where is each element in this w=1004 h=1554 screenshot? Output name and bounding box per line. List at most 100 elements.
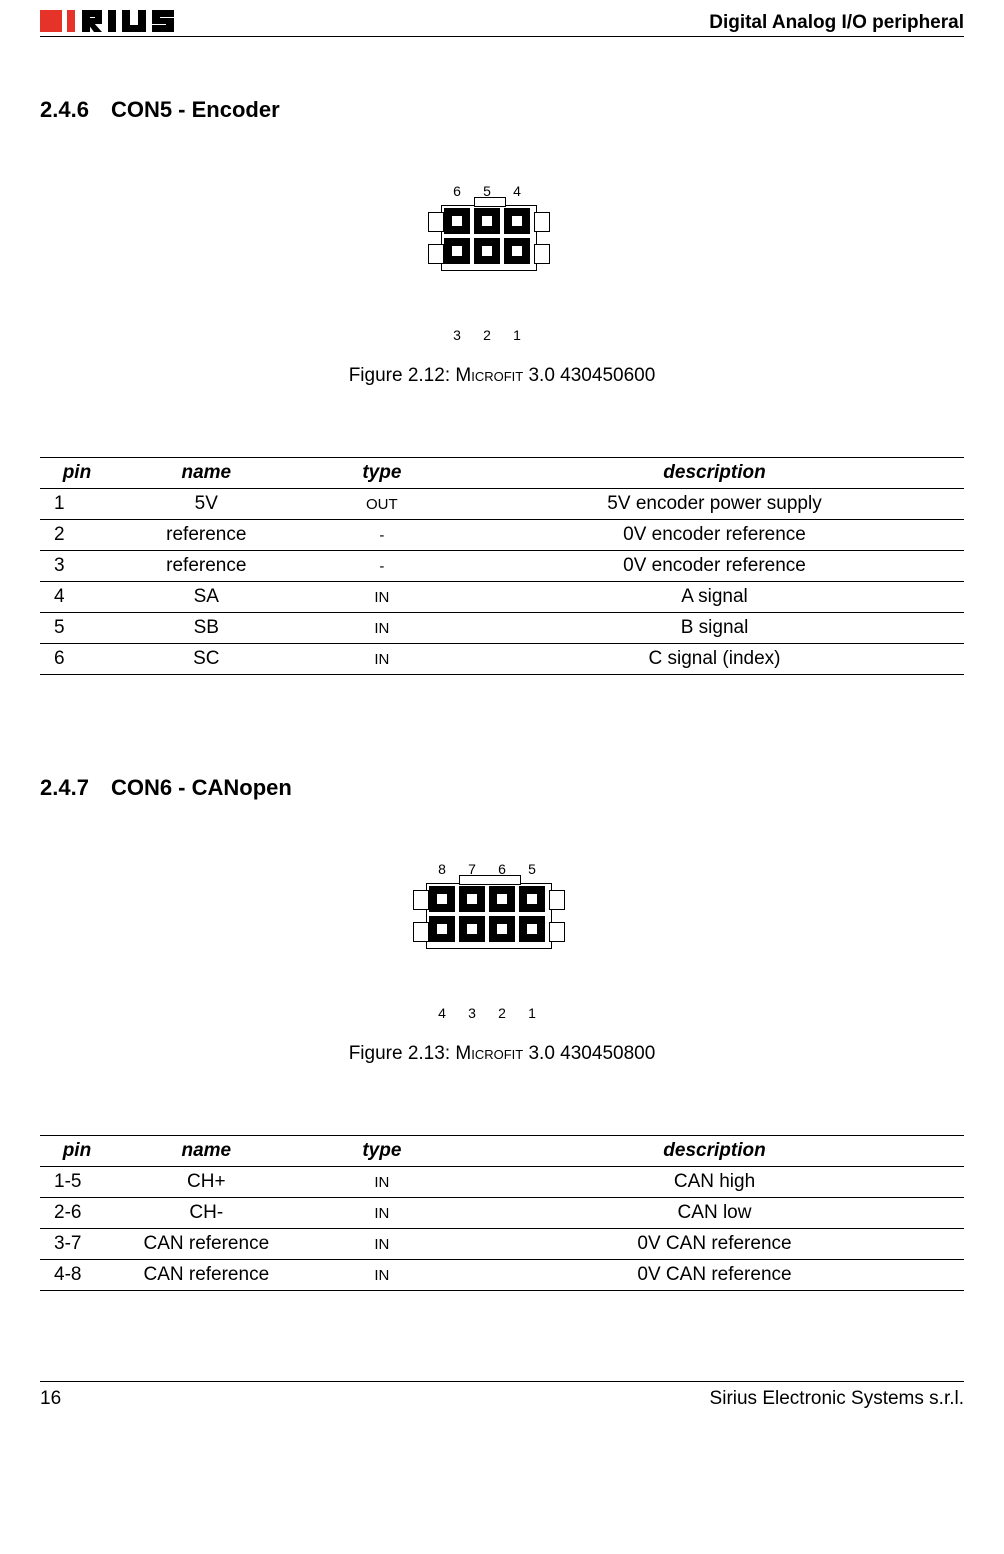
pin-label: 2 bbox=[477, 327, 497, 343]
connector-pin bbox=[474, 238, 500, 264]
cell-pin: 3 bbox=[40, 551, 114, 582]
cell-pin: 4 bbox=[40, 582, 114, 613]
cell-type: IN bbox=[299, 1198, 465, 1229]
connector-pin bbox=[474, 208, 500, 234]
cell-desc: CAN low bbox=[465, 1198, 964, 1229]
table-row: 2reference-0V encoder reference bbox=[40, 520, 964, 551]
th-type: type bbox=[299, 458, 465, 489]
cell-pin: 5 bbox=[40, 613, 114, 644]
section-title: CON5 - Encoder bbox=[111, 97, 280, 122]
connector-pin bbox=[429, 886, 455, 912]
cell-desc: B signal bbox=[465, 613, 964, 644]
page-header: Digital Analog I/O peripheral bbox=[40, 0, 964, 37]
table-row: 6SCINC signal (index) bbox=[40, 644, 964, 675]
cell-type: IN bbox=[299, 1167, 465, 1198]
cell-pin: 3-7 bbox=[40, 1229, 114, 1260]
cell-type: - bbox=[299, 520, 465, 551]
th-type: type bbox=[299, 1136, 465, 1167]
pin-table-encoder: pin name type description 15VOUT5V encod… bbox=[40, 457, 964, 675]
pin-label: 3 bbox=[462, 1005, 482, 1021]
cell-type: IN bbox=[299, 582, 465, 613]
pin-label: 5 bbox=[477, 183, 497, 199]
cell-name: CH- bbox=[114, 1198, 299, 1229]
connector-pin bbox=[489, 916, 515, 942]
page-footer: 16 Sirius Electronic Systems s.r.l. bbox=[40, 1381, 964, 1410]
pin-label: 7 bbox=[462, 861, 482, 877]
connector-pin bbox=[519, 916, 545, 942]
header-title: Digital Analog I/O peripheral bbox=[709, 12, 964, 36]
cell-desc: 0V CAN reference bbox=[465, 1229, 964, 1260]
connector-pin bbox=[519, 886, 545, 912]
table-row: 4-8CAN referenceIN0V CAN reference bbox=[40, 1260, 964, 1291]
cell-name: SA bbox=[114, 582, 299, 613]
figure-connector-6pin: 654321 Figure 2.12: Microfit 3.0 4304506… bbox=[40, 179, 964, 387]
pin-label: 8 bbox=[432, 861, 452, 877]
cell-name: CH+ bbox=[114, 1167, 299, 1198]
cell-name: SB bbox=[114, 613, 299, 644]
cell-name: reference bbox=[114, 551, 299, 582]
pin-label: 4 bbox=[507, 183, 527, 199]
pin-table-canopen: pin name type description 1-5CH+INCAN hi… bbox=[40, 1135, 964, 1291]
cell-name: CAN reference bbox=[114, 1260, 299, 1291]
cell-type: OUT bbox=[299, 489, 465, 520]
connector-pin bbox=[429, 916, 455, 942]
connector-diagram-6pin: 654321 bbox=[427, 179, 577, 347]
table-row: 5SBINB signal bbox=[40, 613, 964, 644]
th-name: name bbox=[114, 1136, 299, 1167]
cell-name: 5V bbox=[114, 489, 299, 520]
page-number: 16 bbox=[40, 1388, 61, 1410]
cell-type: IN bbox=[299, 644, 465, 675]
cell-name: SC bbox=[114, 644, 299, 675]
pin-label: 6 bbox=[492, 861, 512, 877]
th-desc: description bbox=[465, 458, 964, 489]
section-title: CON6 - CANopen bbox=[111, 775, 292, 800]
table-row: 3reference-0V encoder reference bbox=[40, 551, 964, 582]
connector-diagram-8pin: 8765 4321 bbox=[412, 857, 592, 1025]
cell-name: CAN reference bbox=[114, 1229, 299, 1260]
connector-pin bbox=[489, 886, 515, 912]
cell-type: - bbox=[299, 551, 465, 582]
figure-connector-8pin: 8765 4321 Figure 2.13: Microfit 3.0 43045… bbox=[40, 857, 964, 1065]
cell-desc: CAN high bbox=[465, 1167, 964, 1198]
footer-company: Sirius Electronic Systems s.r.l. bbox=[710, 1388, 964, 1410]
pin-label: 5 bbox=[522, 861, 542, 877]
pin-label: 3 bbox=[447, 327, 467, 343]
cell-name: reference bbox=[114, 520, 299, 551]
logo bbox=[40, 6, 200, 36]
cell-pin: 2-6 bbox=[40, 1198, 114, 1229]
figure-caption-1: Figure 2.12: Microfit 3.0 430450600 bbox=[40, 365, 964, 387]
cell-desc: 0V encoder reference bbox=[465, 520, 964, 551]
connector-pin bbox=[444, 208, 470, 234]
cell-desc: A signal bbox=[465, 582, 964, 613]
cell-desc: 5V encoder power supply bbox=[465, 489, 964, 520]
section-number: 2.4.7 bbox=[40, 775, 89, 800]
pin-label: 6 bbox=[447, 183, 467, 199]
cell-type: IN bbox=[299, 1229, 465, 1260]
cell-pin: 1 bbox=[40, 489, 114, 520]
cell-pin: 6 bbox=[40, 644, 114, 675]
table-row: 4SAINA signal bbox=[40, 582, 964, 613]
table-row: 15VOUT5V encoder power supply bbox=[40, 489, 964, 520]
connector-pin bbox=[504, 208, 530, 234]
cell-pin: 2 bbox=[40, 520, 114, 551]
cell-type: IN bbox=[299, 1260, 465, 1291]
table-row: 2-6CH-INCAN low bbox=[40, 1198, 964, 1229]
section-heading-encoder: 2.4.6 CON5 - Encoder bbox=[40, 97, 964, 123]
connector-pin bbox=[444, 238, 470, 264]
section-number: 2.4.6 bbox=[40, 97, 89, 122]
pin-label: 2 bbox=[492, 1005, 512, 1021]
cell-type: IN bbox=[299, 613, 465, 644]
connector-pin bbox=[459, 916, 485, 942]
connector-pin bbox=[459, 886, 485, 912]
figure-caption-2: Figure 2.13: Microfit 3.0 430450800 bbox=[40, 1043, 964, 1065]
cell-desc: C signal (index) bbox=[465, 644, 964, 675]
cell-desc: 0V encoder reference bbox=[465, 551, 964, 582]
pin-label: 4 bbox=[432, 1005, 452, 1021]
pin-label: 1 bbox=[522, 1005, 542, 1021]
th-pin: pin bbox=[40, 458, 114, 489]
cell-pin: 1-5 bbox=[40, 1167, 114, 1198]
th-pin: pin bbox=[40, 1136, 114, 1167]
table-row: 1-5CH+INCAN high bbox=[40, 1167, 964, 1198]
connector-pin bbox=[504, 238, 530, 264]
th-name: name bbox=[114, 458, 299, 489]
